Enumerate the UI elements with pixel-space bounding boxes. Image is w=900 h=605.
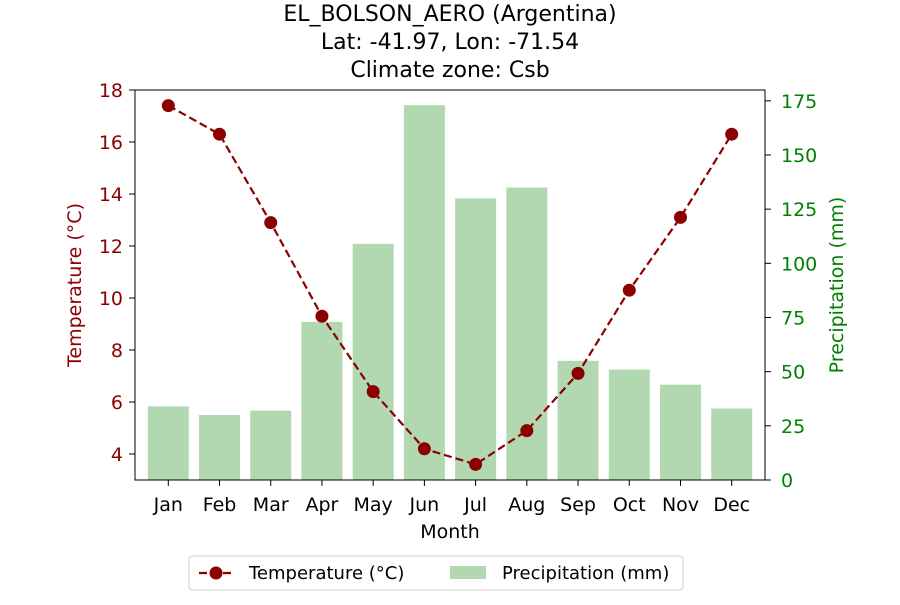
legend-temperature-label: Temperature (°C) bbox=[248, 563, 404, 584]
month-tick-label: Apr bbox=[306, 494, 339, 516]
precipitation-bar bbox=[557, 360, 599, 480]
temperature-axis-label: Temperature (°C) bbox=[64, 203, 86, 368]
precipitation-tick-label: 150 bbox=[781, 145, 817, 167]
month-tick-label: Jan bbox=[153, 494, 183, 516]
temperature-line-path bbox=[167, 104, 733, 466]
temperature-tick-label: 4 bbox=[111, 444, 123, 466]
month-tick-label: Dec bbox=[713, 494, 750, 516]
plot-frame bbox=[134, 89, 766, 481]
precipitation-bar bbox=[147, 406, 189, 480]
temperature-line bbox=[161, 99, 739, 471]
precipitation-bar bbox=[455, 198, 497, 481]
precipitation-bar bbox=[608, 369, 650, 480]
precipitation-tick-label: 25 bbox=[781, 416, 805, 438]
temperature-point bbox=[571, 366, 585, 380]
precipitation-bar bbox=[301, 321, 343, 480]
chart-title: EL_BOLSON_AERO (Argentina) Lat: -41.97, L… bbox=[283, 2, 616, 83]
precipitation-bar bbox=[199, 415, 240, 480]
temperature-point bbox=[366, 385, 380, 399]
precipitation-bar bbox=[250, 410, 292, 480]
month-tick-label: Mar bbox=[253, 494, 289, 516]
precipitation-bar bbox=[352, 243, 394, 480]
legend-temperature-swatch-marker bbox=[209, 566, 223, 580]
precipitation-axis-label: Precipitation (mm) bbox=[826, 197, 848, 374]
temperature-tick-label: 10 bbox=[99, 288, 123, 310]
temperature-point bbox=[315, 309, 329, 323]
temperature-tick-label: 14 bbox=[99, 184, 123, 206]
month-tick-label: Aug bbox=[508, 494, 545, 516]
chart-title-line: Climate zone: Csb bbox=[350, 58, 549, 83]
precipitation-tick-label: 100 bbox=[781, 253, 817, 275]
legend: Temperature (°C) Precipitation (mm) bbox=[188, 555, 684, 591]
precipitation-bar bbox=[711, 408, 753, 480]
month-tick-label: Jun bbox=[409, 494, 440, 516]
month-axis-label: Month bbox=[420, 521, 480, 543]
legend-box bbox=[188, 555, 684, 591]
month-tick-label: Jul bbox=[463, 494, 487, 516]
month-tick-label: May bbox=[354, 494, 393, 516]
temperature-point bbox=[417, 442, 431, 456]
temperature-tick-label: 12 bbox=[99, 236, 123, 258]
temperature-tick-label: 16 bbox=[99, 132, 123, 154]
month-tick-label: Feb bbox=[203, 494, 237, 516]
precipitation-bars bbox=[147, 105, 753, 481]
temperature-point bbox=[725, 127, 739, 141]
month-tick-label: Nov bbox=[662, 494, 699, 516]
temperature-point bbox=[673, 210, 687, 224]
temperature-tick-label: 8 bbox=[111, 340, 123, 362]
temperature-point bbox=[520, 424, 534, 438]
temperature-axis: 4 6 8 10 12 14 16 18 Temperature (°C) bbox=[64, 80, 135, 466]
temperature-point bbox=[161, 99, 175, 113]
precipitation-bar bbox=[403, 105, 445, 481]
precipitation-tick-label: 0 bbox=[781, 470, 793, 492]
temperature-point bbox=[213, 127, 227, 141]
temperature-tick-label: 18 bbox=[99, 80, 123, 102]
precipitation-axis: 0 25 50 75 100 125 150 175 Precipitation (mm) bbox=[765, 91, 848, 492]
temperature-point bbox=[469, 457, 483, 471]
legend-precipitation-label: Precipitation (mm) bbox=[502, 563, 669, 584]
legend-precipitation-swatch bbox=[450, 566, 486, 579]
chart-title-line: EL_BOLSON_AERO (Argentina) bbox=[283, 2, 616, 27]
precipitation-tick-label: 125 bbox=[781, 199, 817, 221]
month-tick-label: Oct bbox=[613, 494, 646, 516]
temperature-tick-label: 6 bbox=[111, 392, 123, 414]
precipitation-tick-label: 75 bbox=[781, 308, 805, 330]
month-axis: Jan Feb Mar Apr May Jun Jul Aug Sep Oct Nov Dec Mont… bbox=[153, 480, 750, 543]
chart-title-line: Lat: -41.97, Lon: -71.54 bbox=[321, 30, 579, 55]
precipitation-bar bbox=[660, 384, 701, 480]
temperature-point bbox=[622, 283, 636, 297]
temperature-point bbox=[264, 216, 278, 230]
precipitation-tick-label: 50 bbox=[781, 362, 805, 384]
month-tick-label: Sep bbox=[560, 494, 596, 516]
precipitation-tick-label: 175 bbox=[781, 91, 817, 113]
